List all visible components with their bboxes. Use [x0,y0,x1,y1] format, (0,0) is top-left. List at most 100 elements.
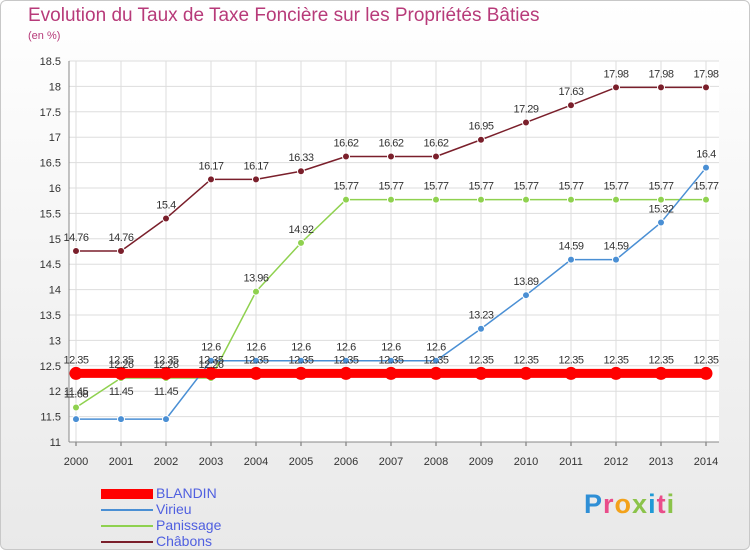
x-tick-label: 2003 [199,456,223,468]
data-point [342,152,350,161]
data-label: 12.35 [378,354,403,366]
data-label: 12.26 [108,359,133,371]
legend-swatch [101,541,153,543]
logo-letter: P [584,489,604,519]
data-label: 12.35 [63,354,88,366]
data-point [429,366,443,380]
data-label: 12.35 [108,354,133,366]
data-label: 12.6 [381,342,401,354]
data-point [567,101,575,110]
data-label: 16.62 [333,138,358,150]
data-label: 16.62 [423,138,448,150]
x-tick-label: 2007 [379,456,403,468]
data-point [657,195,665,204]
data-label: 12.35 [648,354,673,366]
data-label: 12.35 [198,354,223,366]
data-point [567,195,575,204]
y-tick-label: 15 [49,234,61,246]
data-label: 12.35 [603,354,628,366]
data-point [474,366,488,380]
data-point [162,415,170,424]
data-label: 16.17 [243,160,268,172]
x-tick-label: 2012 [604,456,628,468]
data-label: 16.62 [378,138,403,150]
data-label: 12.35 [513,354,538,366]
data-point [117,246,125,255]
data-label: 15.32 [648,204,673,216]
y-tick-label: 14.5 [40,259,61,271]
data-point [477,195,485,204]
data-point [252,175,260,184]
logo-letter: i [648,489,657,519]
data-point [567,255,575,264]
y-tick-label: 17.5 [40,107,61,119]
data-label: 14.76 [63,232,88,244]
logo-letter: r [603,489,615,519]
data-label: 12.35 [468,354,493,366]
data-point [207,175,215,184]
data-label: 12.35 [423,354,448,366]
data-point [564,366,578,380]
data-label: 17.98 [648,68,673,80]
data-point [612,195,620,204]
data-point [657,83,665,92]
x-tick-label: 2013 [649,456,673,468]
data-point [252,287,260,296]
data-point [384,366,398,380]
logo-letter: i [666,489,676,519]
data-label: 17.98 [603,68,628,80]
data-point [387,152,395,161]
line-chart: 11 11.5 12 12.5 13 13.5 14 14.5 15 15.5 16 16.5 17 17… [40,56,720,468]
data-point [522,195,530,204]
data-label: 17.98 [693,68,718,80]
legend-label: Châbons [156,533,213,549]
data-label: 11.45 [109,386,134,398]
data-point [297,356,305,365]
logo-letter: t [656,489,667,519]
data-label: 12.26 [198,359,223,371]
y-tick-label: 15.5 [40,208,61,220]
data-point [699,366,713,380]
series-panissage [72,195,710,412]
data-label: 17.63 [558,86,583,98]
x-tick-label: 2011 [559,456,583,468]
data-point [477,324,485,333]
x-tick-label: 2009 [469,456,493,468]
y-tick-label: 16 [49,183,61,195]
data-point [654,366,668,380]
data-label: 14.92 [288,224,313,236]
data-point [72,415,80,424]
data-label: 11.45 [64,386,89,398]
data-label: 15.77 [378,181,403,193]
data-point [297,167,305,176]
data-label: 15.77 [468,181,493,193]
data-label: 13.23 [468,310,493,322]
data-point [522,118,530,127]
y-tick-label: 13.5 [40,310,61,322]
data-label: 12.6 [336,342,356,354]
proxiti-logo: Proxiti [584,489,675,520]
y-tick-label: 18 [49,81,61,93]
data-point [114,366,128,380]
y-tick-label: 11 [50,437,61,449]
data-label: 12.6 [246,342,266,354]
data-point [69,366,83,380]
data-label: 13.89 [513,276,538,288]
y-tick-label: 18.5 [40,56,61,68]
data-label: 12.6 [201,342,221,354]
data-label: 16.33 [288,152,313,164]
legend-label: Virieu [156,501,192,517]
data-point [252,356,260,365]
data-label: 12.35 [243,354,268,366]
data-point [297,238,305,247]
data-label: 12.6 [426,342,446,354]
data-label: 12.35 [153,354,178,366]
logo-letter: o [614,489,633,519]
data-point [72,403,80,412]
data-label: 15.77 [513,181,538,193]
data-point [249,366,263,380]
logo-letter: x [632,489,649,519]
chart-title: Evolution du Taux de Taxe Foncière sur l… [28,5,540,26]
x-tick-label: 2005 [289,456,313,468]
data-point [702,83,710,92]
